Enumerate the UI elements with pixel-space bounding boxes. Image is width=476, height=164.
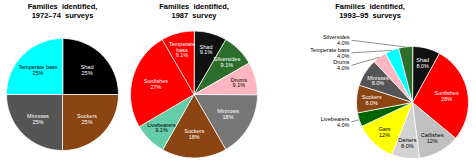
svg-text:Minnows25%: Minnows25% [27,113,49,125]
svg-text:Darters8.0%: Darters8.0% [398,137,416,149]
svg-text:Drums4.0%: Drums4.0% [333,59,349,71]
svg-text:Silversides4.0%: Silversides4.0% [323,34,350,46]
svg-text:Temperatebass9.1%: Temperatebass9.1% [169,41,195,59]
svg-text:Shad8.0%: Shad8.0% [416,57,429,69]
svg-text:Minnows18%: Minnows18% [217,108,239,120]
svg-text:Minnows8.0%: Minnows8.0% [367,75,389,87]
svg-text:Suckers8.0%: Suckers8.0% [362,94,382,106]
svg-text:Gars12%: Gars12% [379,126,391,138]
svg-text:Livebearers9.1%: Livebearers9.1% [147,122,176,134]
svg-text:Families identified,1987 sur: Families identified,1987 survey [159,2,229,19]
svg-text:Silversides9.1%: Silversides9.1% [214,56,241,68]
svg-text:Suckers18%: Suckers18% [184,128,204,140]
svg-text:Shad9.1%: Shad9.1% [200,44,213,56]
svg-text:Sunfishes27%: Sunfishes27% [144,78,168,90]
svg-text:Shad25%: Shad25% [81,64,94,76]
svg-text:Drums9.1%: Drums9.1% [231,77,247,89]
svg-text:Temperate bass25%: Temperate bass25% [18,64,57,76]
svg-text:Catfishes12%: Catfishes12% [421,132,444,144]
svg-text:Families identified,1993–95: Families identified,1993–95 surveys [335,2,405,19]
svg-text:Suckers25%: Suckers25% [77,113,97,125]
svg-text:Sunfishes28%: Sunfishes28% [435,90,459,102]
svg-text:Livebearers4.0%: Livebearers4.0% [321,116,350,128]
svg-text:Families identified,1972–74: Families identified,1972–74 surveys [28,2,98,19]
svg-text:Temperate bass4.0%: Temperate bass4.0% [310,47,349,59]
